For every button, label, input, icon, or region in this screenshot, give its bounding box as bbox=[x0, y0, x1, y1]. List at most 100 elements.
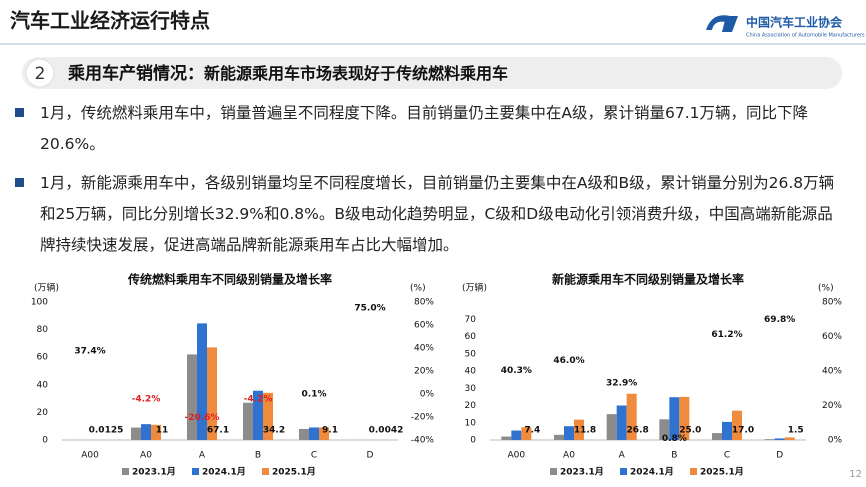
y-tick-label: 40 bbox=[37, 380, 49, 390]
growth-label: 37.4% bbox=[74, 346, 105, 356]
bar bbox=[501, 436, 512, 440]
value-label: 26.8 bbox=[627, 426, 649, 436]
x-tick-label: A0 bbox=[563, 451, 575, 461]
growth-label: -4.2% bbox=[132, 394, 161, 404]
bar bbox=[774, 438, 785, 440]
y2-tick-label: 0% bbox=[420, 390, 435, 400]
value-label: 11.8 bbox=[574, 426, 596, 436]
y-tick-label: 40 bbox=[465, 367, 477, 377]
growth-label: 0.8% bbox=[662, 434, 687, 444]
legend-swatch bbox=[122, 468, 129, 475]
y2-tick-label: 20% bbox=[822, 401, 842, 411]
bar bbox=[521, 427, 532, 440]
bar bbox=[243, 402, 253, 440]
page-number: 12 bbox=[849, 469, 862, 480]
bullet-2: 1月，新能源乘用车中，各级别销量均呈不同程度增长，目前销量仍主要集中在A级和B级… bbox=[40, 174, 835, 254]
legend-label: 2023.1月 bbox=[560, 467, 604, 478]
growth-label: 32.9% bbox=[606, 379, 637, 389]
y-axis-label: (万辆) bbox=[34, 282, 59, 294]
section-subtitle: 新能源乘用车市场表现好于传统燃料乘用车 bbox=[204, 64, 508, 83]
value-label: 67.1 bbox=[207, 426, 229, 436]
bar bbox=[299, 428, 309, 440]
section-number: 2 bbox=[35, 64, 46, 84]
bar bbox=[151, 424, 161, 440]
bar bbox=[712, 433, 722, 440]
legend-label: 2025.1月 bbox=[272, 467, 316, 478]
section-title-main: 乘用车产销情况： bbox=[67, 63, 204, 84]
y-tick-label: 60 bbox=[465, 332, 477, 342]
bar bbox=[141, 424, 151, 440]
bar bbox=[319, 427, 329, 440]
y-tick-label: 70 bbox=[465, 315, 477, 325]
bullet-marker bbox=[15, 108, 24, 117]
growth-label: 0.1% bbox=[302, 389, 327, 399]
y2-axis-label: (%) bbox=[410, 284, 426, 294]
bullet-marker bbox=[15, 178, 24, 187]
bar bbox=[309, 427, 319, 440]
x-tick-label: A bbox=[619, 451, 626, 461]
value-label: 25.0 bbox=[679, 426, 701, 436]
bar bbox=[511, 430, 522, 440]
bar bbox=[187, 354, 197, 440]
y2-axis-label: (%) bbox=[818, 284, 834, 294]
x-tick-label: D bbox=[367, 451, 374, 461]
x-tick-label: A00 bbox=[81, 451, 99, 461]
growth-label: -4.2% bbox=[244, 394, 273, 404]
bullet-1: 1月，传统燃料乘用车中，销量普遍呈不同程度下降。目前销量仍主要集中在A级，累计销… bbox=[40, 104, 808, 153]
y-tick-label: 60 bbox=[37, 353, 49, 363]
growth-label: 40.3% bbox=[501, 366, 532, 376]
y-axis-label: (万辆) bbox=[462, 282, 487, 294]
chart-title: 新能源乘用车不同级别销量及增长率 bbox=[552, 272, 744, 287]
legend-swatch bbox=[550, 468, 557, 475]
bar bbox=[207, 347, 217, 440]
value-label: 1.5 bbox=[788, 426, 804, 436]
value-label: 0.0125 bbox=[89, 426, 124, 436]
y-tick-label: 100 bbox=[31, 298, 48, 308]
bar bbox=[253, 390, 263, 440]
y2-tick-label: 20% bbox=[414, 367, 434, 377]
legend-swatch bbox=[620, 468, 627, 475]
bar bbox=[722, 421, 732, 440]
y-tick-label: 50 bbox=[465, 349, 477, 359]
y-tick-label: 10 bbox=[465, 418, 477, 428]
bar bbox=[554, 434, 564, 440]
bar bbox=[669, 397, 680, 440]
y-tick-label: 20 bbox=[465, 401, 477, 411]
y-tick-label: 80 bbox=[37, 325, 49, 335]
x-tick-label: B bbox=[671, 451, 677, 461]
logo-name: 中国汽车工业协会 bbox=[746, 15, 843, 30]
section-bar bbox=[22, 57, 842, 89]
value-label: 34.2 bbox=[263, 426, 285, 436]
y-tick-label: 0 bbox=[470, 436, 476, 446]
x-tick-label: C bbox=[311, 451, 317, 461]
y2-tick-label: 60% bbox=[822, 332, 842, 342]
bar bbox=[764, 439, 775, 440]
y2-tick-label: 80% bbox=[822, 298, 842, 308]
growth-label: -20.6% bbox=[185, 413, 220, 423]
value-label: 17.0 bbox=[732, 426, 754, 436]
value-label: 9.1 bbox=[322, 426, 338, 436]
y2-tick-label: -40% bbox=[411, 436, 435, 446]
bar bbox=[564, 426, 574, 440]
x-tick-label: D bbox=[776, 451, 783, 461]
y2-tick-label: -20% bbox=[411, 413, 435, 423]
x-tick-label: A0 bbox=[140, 451, 152, 461]
y-tick-label: 0 bbox=[42, 436, 48, 446]
y-tick-label: 30 bbox=[465, 384, 477, 394]
bar bbox=[679, 396, 690, 440]
value-label: 11 bbox=[156, 426, 169, 436]
bar bbox=[616, 405, 627, 440]
bar bbox=[197, 323, 207, 440]
chart-title: 传统燃料乘用车不同级别销量及增长率 bbox=[127, 272, 332, 287]
x-tick-label: B bbox=[255, 451, 261, 461]
legend-label: 2025.1月 bbox=[700, 467, 744, 478]
bar bbox=[263, 392, 273, 440]
bar bbox=[659, 419, 670, 440]
bar bbox=[732, 410, 742, 440]
x-tick-label: A bbox=[199, 451, 206, 461]
y2-tick-label: 80% bbox=[414, 298, 434, 308]
logo-en: China Association of Automobile Manufact… bbox=[746, 33, 865, 39]
y-tick-label: 20 bbox=[37, 408, 49, 418]
